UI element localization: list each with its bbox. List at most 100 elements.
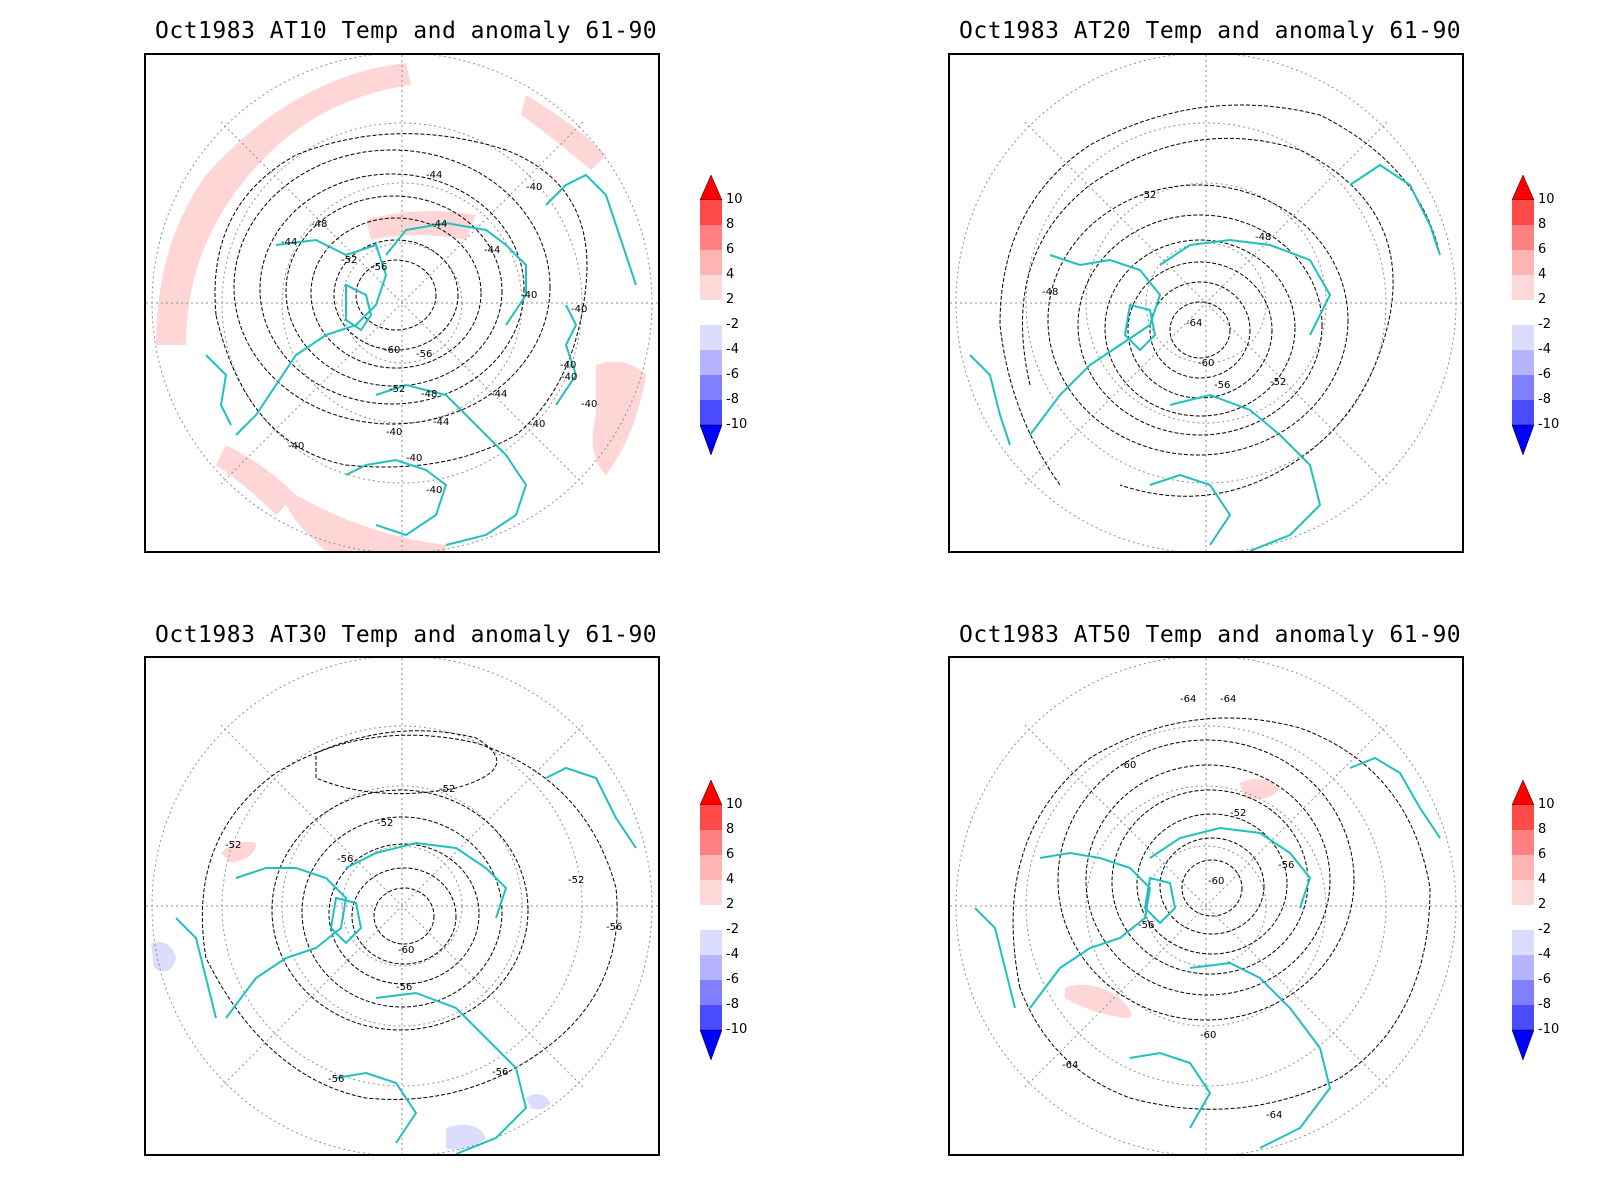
colorbar-label: 10 xyxy=(726,192,743,207)
contour-label: -40 xyxy=(526,182,542,193)
colorbar-label: 10 xyxy=(726,797,743,812)
panel-title: Oct1983 AT30 Temp and anomaly 61-90 xyxy=(155,622,658,648)
colorbar-label: -4 xyxy=(1538,342,1551,357)
colorbar-label: -10 xyxy=(726,1022,748,1037)
contour-label: -56 xyxy=(1214,380,1230,391)
contour-label: -48 xyxy=(1042,287,1058,298)
colorbar-label: -2 xyxy=(726,317,739,332)
colorbar-label: -4 xyxy=(726,342,739,357)
contour-label: -48 xyxy=(1255,232,1271,243)
colorbar-label: -4 xyxy=(726,947,739,962)
panel-title: Oct1983 AT20 Temp and anomaly 61-90 xyxy=(959,18,1462,44)
colorbar-label: -2 xyxy=(1538,922,1551,937)
colorbar-label: -8 xyxy=(1538,392,1551,407)
contour-label: -60 xyxy=(1208,876,1224,887)
contour-label: -64 xyxy=(1180,694,1196,705)
colorbar-swatches xyxy=(699,174,723,456)
colorbar-label: 10 xyxy=(1538,192,1555,207)
contour-label: -40 xyxy=(561,372,577,383)
contour-label: -44 xyxy=(281,237,297,248)
anomaly-warm-patch xyxy=(521,95,606,170)
contour-label: -44 xyxy=(491,389,507,400)
colorbar-label: -6 xyxy=(726,972,739,987)
colorbar: 10 8 6 4 2 -2 -4 -6 -8 -10 xyxy=(699,174,760,460)
contour-label: -52 xyxy=(1140,190,1156,201)
colorbar: 10 8 6 4 2 -2 -4 -6 -8 -10 xyxy=(699,779,760,1065)
contour-label: -40 xyxy=(386,427,402,438)
colorbar-label: 2 xyxy=(726,292,735,307)
contour-label: -60 xyxy=(1198,358,1214,369)
contour-label: -40 xyxy=(426,485,442,496)
colorbar-label: -10 xyxy=(1538,1022,1560,1037)
colorbar-label: -8 xyxy=(726,392,739,407)
contour-label: -56 xyxy=(396,982,412,993)
colorbar-label: -2 xyxy=(1538,317,1551,332)
contour-label: -52 xyxy=(1270,377,1286,388)
colorbar-label: 8 xyxy=(726,217,735,232)
contour-label: -40 xyxy=(529,419,545,430)
colorbar-label: 2 xyxy=(1538,897,1547,912)
colorbar-label: 4 xyxy=(1538,872,1547,887)
contour-label: -48 xyxy=(311,219,327,230)
anomaly-cold-patch xyxy=(526,1094,551,1110)
panel-title: Oct1983 AT50 Temp and anomaly 61-90 xyxy=(959,622,1462,648)
contour-label: -64 xyxy=(1186,318,1202,329)
colorbar: 10 8 6 4 2 -2 -4 -6 -8 -10 xyxy=(1511,779,1572,1065)
contour-label: -40 xyxy=(560,360,576,371)
contour-label: -40 xyxy=(406,453,422,464)
colorbar-label: -6 xyxy=(1538,972,1551,987)
colorbar-swatches xyxy=(1511,779,1535,1061)
anomaly-warm-patch xyxy=(286,495,446,551)
colorbar-label: -10 xyxy=(726,417,748,432)
anomaly-warm-patch xyxy=(221,841,256,863)
contour-label: -40 xyxy=(521,290,537,301)
contour-label: -56 xyxy=(1278,860,1294,871)
contour-label: -52 xyxy=(1230,808,1246,819)
colorbar-swatches xyxy=(699,779,723,1061)
colorbar-label: 8 xyxy=(1538,217,1547,232)
contour-label: -64 xyxy=(1266,1110,1282,1121)
contour-label: -52 xyxy=(568,875,584,886)
panel-title: Oct1983 AT10 Temp and anomaly 61-90 xyxy=(155,18,658,44)
colorbar-label: 4 xyxy=(1538,267,1547,282)
colorbar-swatches xyxy=(1511,174,1535,456)
contour-label: -60 xyxy=(384,345,400,356)
colorbar-label: -4 xyxy=(1538,947,1551,962)
anomaly-warm-patch xyxy=(1065,984,1132,1018)
contour-label: -64 xyxy=(1062,1060,1078,1071)
contour-label: -56 xyxy=(337,854,353,865)
polar-map: -44 -40 -48 -44 -44 -44 -52 -56 -40 -40 … xyxy=(144,53,660,553)
contour-label: -44 xyxy=(431,219,447,230)
colorbar-label: 10 xyxy=(1538,797,1555,812)
contour-label: -64 xyxy=(1220,694,1236,705)
colorbar-label: 6 xyxy=(726,847,735,862)
colorbar-label: -8 xyxy=(726,997,739,1012)
colorbar-label: 6 xyxy=(1538,847,1547,862)
contour-label: -44 xyxy=(426,170,442,181)
contour-label: -56 xyxy=(492,1067,508,1078)
colorbar: 10 8 6 4 2 -2 -4 -6 -8 -10 xyxy=(1511,174,1572,460)
contour-label: -44 xyxy=(433,417,449,428)
contour-label: -48 xyxy=(421,389,437,400)
colorbar-label: 2 xyxy=(1538,292,1547,307)
colorbar-label: 6 xyxy=(1538,242,1547,257)
contour-label: -52 xyxy=(225,840,241,851)
colorbar-label: 8 xyxy=(1538,822,1547,837)
contour-label: -52 xyxy=(439,784,455,795)
contour-label: -56 xyxy=(1138,920,1154,931)
colorbar-label: -6 xyxy=(1538,367,1551,382)
contour-label: -40 xyxy=(288,441,304,452)
contour-label: -40 xyxy=(581,399,597,410)
anomaly-warm-patch xyxy=(592,361,646,475)
contour-label: -56 xyxy=(328,1074,344,1085)
colorbar-label: -8 xyxy=(1538,997,1551,1012)
anomaly-cold-patch xyxy=(446,1124,486,1150)
colorbar-label: 2 xyxy=(726,897,735,912)
colorbar-label: 4 xyxy=(726,267,735,282)
colorbar-label: -10 xyxy=(1538,417,1560,432)
polar-map: -52 -48 -48 -64 -60 -56 -52 xyxy=(948,53,1464,553)
contour-label: -56 xyxy=(416,349,432,360)
contour-label: -52 xyxy=(341,255,357,266)
colorbar-label: -6 xyxy=(726,367,739,382)
anomaly-cold-patch xyxy=(151,942,176,972)
